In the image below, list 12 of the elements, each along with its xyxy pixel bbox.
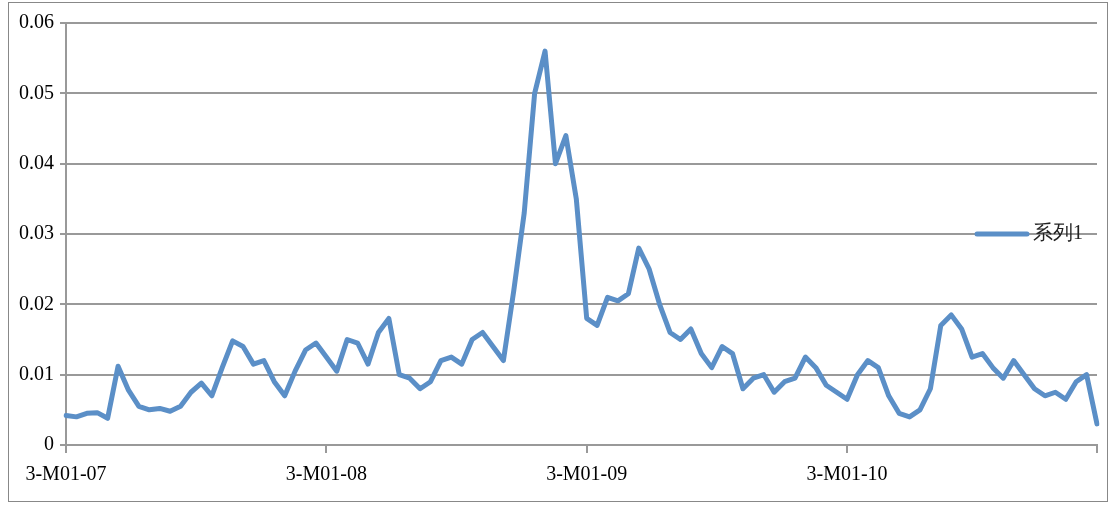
x-tick-label: 3-M01-10 — [806, 462, 888, 485]
y-tick-label: 0.04 — [19, 150, 54, 173]
x-tick-label: 3-M01-08 — [285, 462, 367, 485]
y-tick-label: 0.06 — [19, 10, 54, 33]
y-tick-label: 0.03 — [19, 221, 54, 244]
y-tick-label: 0.01 — [19, 361, 54, 384]
x-tick-label: 3-M01-07 — [25, 462, 107, 485]
x-tick-label: 3-M01-09 — [546, 462, 628, 485]
y-tick-label: 0 — [44, 432, 54, 455]
y-tick-label: 0.02 — [19, 291, 54, 314]
y-tick-label: 0.05 — [19, 80, 54, 103]
legend-label: 系列1 — [1033, 221, 1083, 244]
